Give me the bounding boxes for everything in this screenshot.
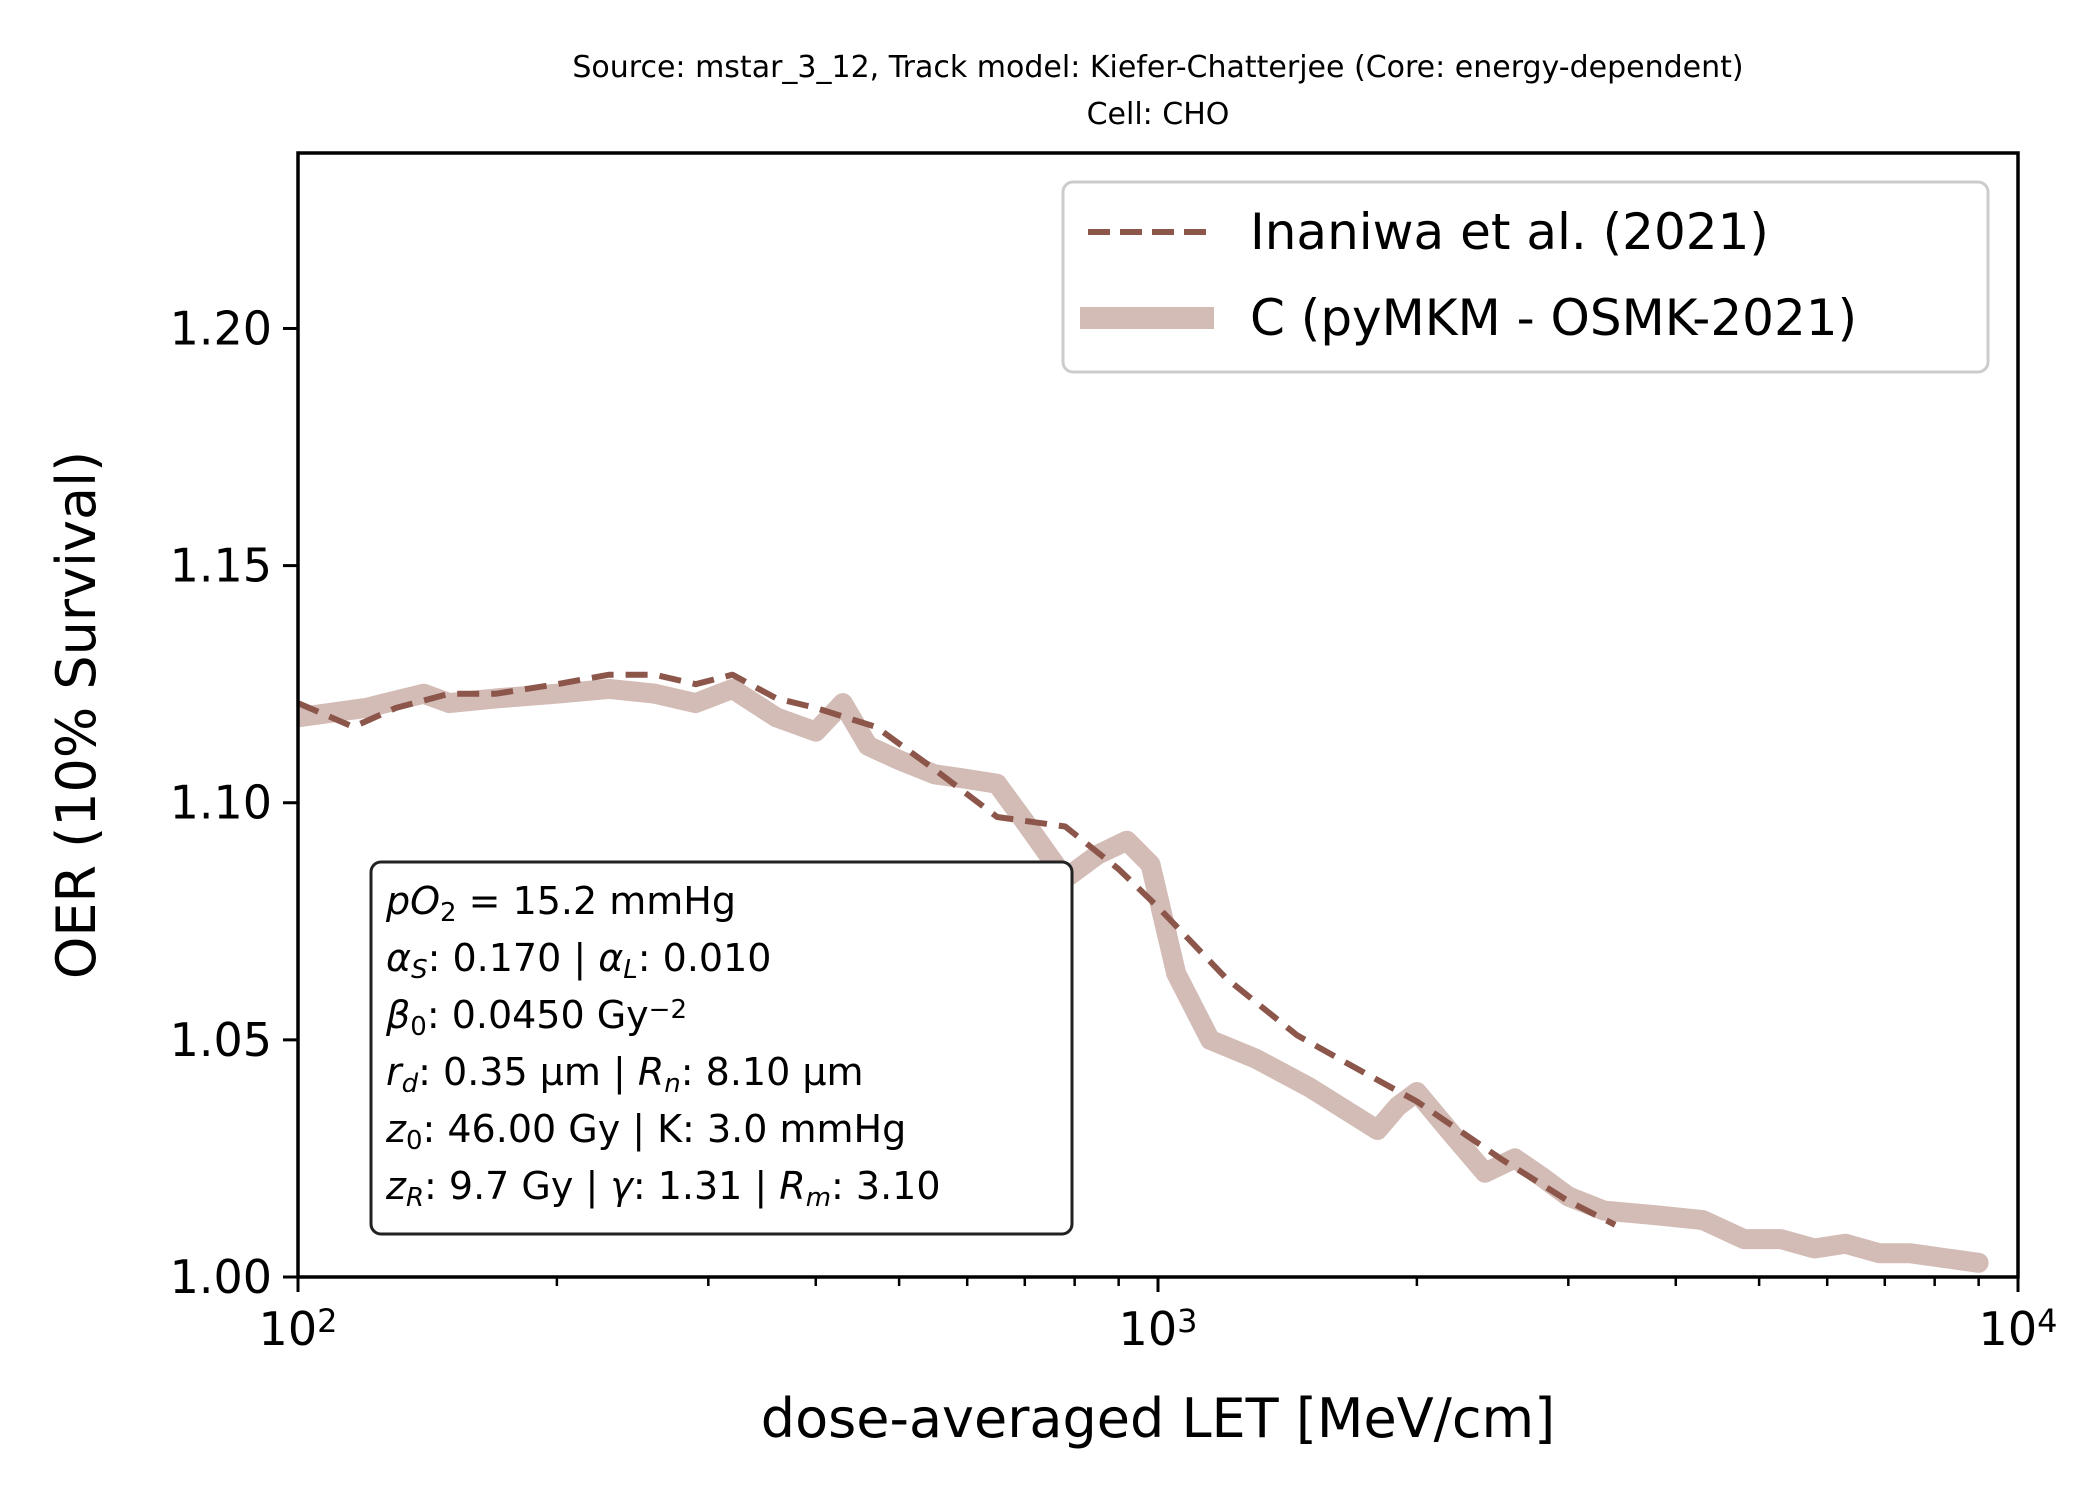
param-radii: rd: 0.35 µm | Rn: 8.10 µm: [386, 1050, 864, 1099]
legend-label-inaniwa: Inaniwa et al. (2021): [1250, 203, 1769, 261]
axes-layer: 102 103 104 1.00 1.05 1.10 1.15 1.20: [170, 301, 2058, 1356]
x-tick-label: 103: [1119, 1302, 1198, 1356]
parameter-annotation-box: pO2 = 15.2 mmHg αS: 0.170 | αL: 0.010 β0…: [369, 860, 1074, 1236]
y-tick-label: 1.10: [170, 776, 272, 830]
legend-frame: [1061, 180, 1990, 374]
x-axis-label: dose-averaged LET [MeV/cm]: [761, 1387, 1555, 1450]
plot-frame: [296, 151, 2020, 1279]
y-tick-label: 1.05: [170, 1013, 272, 1067]
param-zr-gamma-rm: zR: 9.7 Gy | γ: 1.31 | Rm: 3.10: [385, 1164, 941, 1213]
legend-label-pymkm: C (pyMKM - OSMK-2021): [1250, 289, 1857, 347]
series-layer: [298, 671, 1989, 1273]
chart-subtitle: Cell: CHO: [1087, 97, 1230, 132]
y-tick-label: 1.15: [170, 539, 272, 593]
y-axis-label: OER (10% Survival): [45, 451, 108, 979]
y-tick-label: 1.00: [170, 1250, 272, 1304]
x-tick-label: 104: [1979, 1302, 2058, 1356]
chart-title: Source: mstar_3_12, Track model: Kiefer-…: [572, 50, 1743, 85]
series-line-inaniwa: [298, 671, 1617, 1228]
param-alpha: αS: 0.170 | αL: 0.010: [386, 936, 771, 985]
legend: Inaniwa et al. (2021) C (pyMKM - OSMK-20…: [1061, 180, 1990, 374]
series-line-pymkm: [298, 678, 1989, 1273]
annotation-frame: [369, 860, 1074, 1236]
x-tick-label: 102: [259, 1302, 338, 1356]
param-z0-k: z0: 46.00 Gy | K: 3.0 mmHg: [385, 1107, 906, 1156]
y-tick-label: 1.20: [170, 301, 272, 355]
param-beta: β0: 0.0450 Gy−2: [385, 993, 687, 1042]
param-po2: pO2 = 15.2 mmHg: [385, 879, 736, 928]
